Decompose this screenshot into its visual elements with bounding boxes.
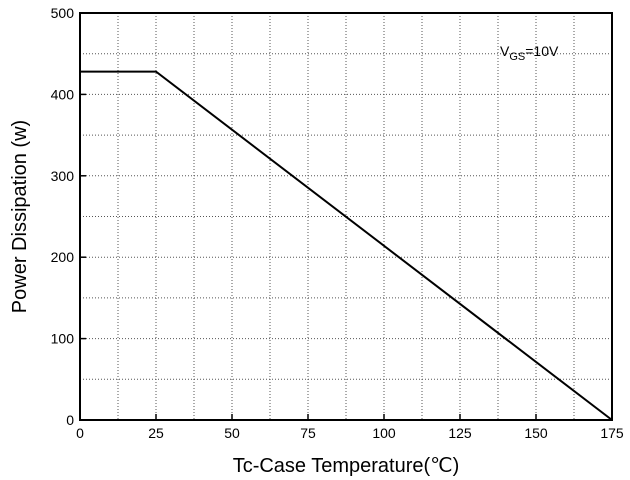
x-tick-label: 175: [600, 425, 624, 441]
vgs-annotation-subscript: GS: [509, 51, 525, 63]
plot-area-frame: [79, 12, 613, 421]
x-axis-title: Tc-Case Temperature(℃): [233, 455, 460, 477]
x-tick-label: 0: [76, 425, 84, 441]
vgs-annotation-main: V: [500, 43, 510, 59]
x-tick-label: 25: [148, 425, 164, 441]
y-axis-title: Power Dissipation (w): [9, 120, 31, 313]
y-tick-label: 300: [51, 168, 75, 184]
x-tick-label: 125: [448, 425, 472, 441]
y-tick-label: 400: [51, 86, 75, 102]
x-tick-label: 50: [224, 425, 240, 441]
y-tick-label: 100: [51, 331, 75, 347]
y-tick-label: 0: [66, 412, 74, 428]
x-tick-label: 75: [300, 425, 316, 441]
y-tick-label: 200: [51, 249, 75, 265]
tick-labels: 0 25 50 75 100 125 150 175 0 100 200 300 400 500: [51, 5, 624, 441]
vgs-annotation: VGS=10V: [500, 43, 559, 63]
power-derating-line: [80, 70, 613, 421]
grid-lines: [80, 13, 612, 420]
series-layer: [80, 70, 613, 421]
y-tick-label: 500: [51, 5, 75, 21]
x-tick-label: 150: [524, 425, 548, 441]
x-tick-label: 100: [372, 425, 396, 441]
vgs-annotation-rest: =10V: [525, 43, 559, 59]
